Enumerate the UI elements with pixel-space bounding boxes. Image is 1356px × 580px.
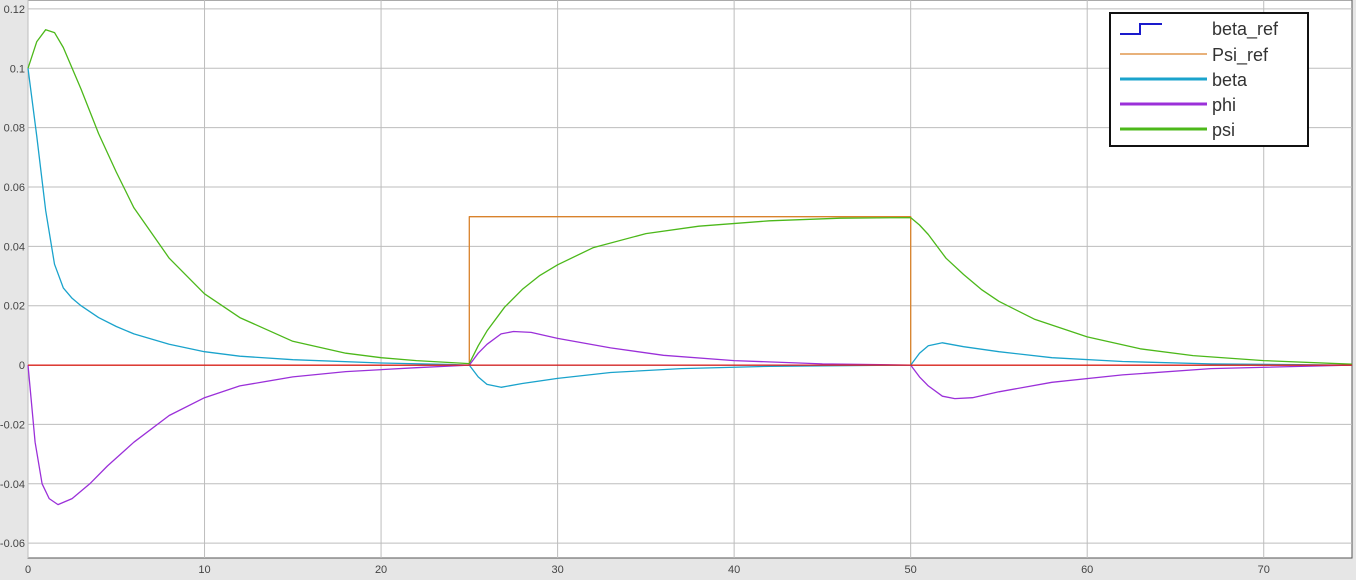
series-line-psi (27, 29, 1353, 365)
tick-labels: 0 10 20 30 40 50 60 70 0.12 0.1 0.08 0.06 0.04 0.02 0 -… (0, 4, 1270, 576)
y-tick-label: 0.04 (4, 241, 25, 253)
legend-label-beta-ref: beta_ref (1212, 19, 1279, 40)
legend-label-psi: psi (1212, 120, 1235, 140)
series-line-beta (27, 68, 1353, 388)
x-tick-label: 40 (728, 564, 740, 576)
y-tick-label: -0.06 (0, 538, 25, 550)
legend-label-psi-ref: Psi_ref (1212, 45, 1269, 66)
y-tick-label: -0.04 (0, 479, 25, 491)
y-tick-label: 0.12 (4, 4, 25, 16)
y-tick-label: 0.06 (4, 182, 25, 194)
legend-label-phi: phi (1212, 95, 1236, 115)
series-lines (27, 29, 1353, 506)
x-tick-label: 60 (1081, 564, 1093, 576)
x-tick-label: 70 (1258, 564, 1270, 576)
legend-swatch-beta-ref (1120, 23, 1162, 35)
x-tick-label: 30 (551, 564, 563, 576)
y-tick-label: 0.1 (10, 63, 25, 75)
y-tick-label: 0.08 (4, 123, 25, 135)
y-tick-label: -0.02 (0, 419, 25, 431)
x-tick-label: 50 (905, 564, 917, 576)
x-tick-label: 10 (198, 564, 210, 576)
y-tick-label: 0 (19, 360, 25, 372)
series-line-phi (27, 330, 1353, 506)
legend-label-beta: beta (1212, 70, 1248, 90)
x-tick-label: 20 (375, 564, 387, 576)
y-tick-label: 0.02 (4, 301, 25, 313)
x-tick-label: 0 (25, 564, 31, 576)
